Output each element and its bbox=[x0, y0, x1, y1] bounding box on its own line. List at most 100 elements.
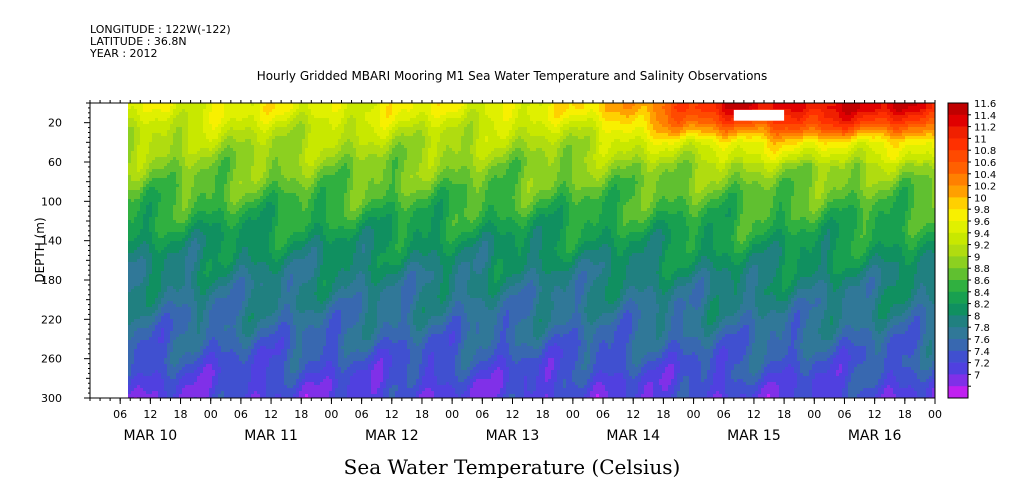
heatmap-cell bbox=[191, 304, 194, 307]
heatmap-cell bbox=[275, 307, 278, 310]
heatmap-cell bbox=[203, 229, 206, 232]
heatmap-cell bbox=[251, 175, 254, 178]
heatmap-cell bbox=[197, 382, 200, 385]
heatmap-cell bbox=[224, 229, 227, 232]
heatmap-cell bbox=[158, 226, 161, 229]
heatmap-cell bbox=[215, 307, 218, 310]
heatmap-cell bbox=[209, 322, 212, 325]
heatmap-cell bbox=[245, 223, 248, 226]
heatmap-cell bbox=[230, 226, 233, 229]
heatmap-cell bbox=[218, 292, 221, 295]
heatmap-cell bbox=[131, 142, 134, 145]
heatmap-cell bbox=[188, 331, 191, 334]
heatmap-cell bbox=[260, 154, 263, 157]
heatmap-cell bbox=[257, 346, 260, 349]
heatmap-cell bbox=[170, 193, 173, 196]
heatmap-cell bbox=[203, 184, 206, 187]
heatmap-cell bbox=[158, 286, 161, 289]
heatmap-cell bbox=[236, 175, 239, 178]
heatmap-cell bbox=[236, 331, 239, 334]
heatmap-cell bbox=[239, 298, 242, 301]
heatmap-cell bbox=[134, 343, 137, 346]
heatmap-cell bbox=[197, 235, 200, 238]
heatmap-cell bbox=[224, 154, 227, 157]
heatmap-cell bbox=[242, 253, 245, 256]
heatmap-cell bbox=[197, 166, 200, 169]
heatmap-cell bbox=[137, 193, 140, 196]
heatmap-cell bbox=[269, 241, 272, 244]
heatmap-cell bbox=[158, 394, 161, 397]
heatmap-cell bbox=[146, 118, 149, 121]
heatmap-cell bbox=[194, 316, 197, 319]
heatmap-cell bbox=[134, 316, 137, 319]
heatmap-cell bbox=[134, 361, 137, 364]
heatmap-cell bbox=[167, 373, 170, 376]
heatmap-cell bbox=[200, 286, 203, 289]
heatmap-cell bbox=[182, 322, 185, 325]
heatmap-cell bbox=[254, 328, 257, 331]
heatmap-cell bbox=[263, 148, 266, 151]
heatmap-cell bbox=[242, 376, 245, 379]
heatmap-cell bbox=[215, 325, 218, 328]
heatmap-cell bbox=[131, 295, 134, 298]
heatmap-cell bbox=[155, 109, 158, 112]
heatmap-cell bbox=[269, 319, 272, 322]
heatmap-cell bbox=[230, 121, 233, 124]
heatmap-cell bbox=[266, 157, 269, 160]
heatmap-cell bbox=[173, 235, 176, 238]
heatmap-cell bbox=[149, 361, 152, 364]
heatmap-cell bbox=[221, 151, 224, 154]
heatmap-cell bbox=[266, 151, 269, 154]
heatmap-cell bbox=[188, 328, 191, 331]
heatmap-cell bbox=[170, 277, 173, 280]
heatmap-cell bbox=[209, 178, 212, 181]
heatmap-cell bbox=[185, 379, 188, 382]
heatmap-cell bbox=[161, 196, 164, 199]
heatmap-cell bbox=[149, 199, 152, 202]
heatmap-cell bbox=[167, 352, 170, 355]
heatmap-cell bbox=[254, 217, 257, 220]
heatmap-cell bbox=[173, 127, 176, 130]
heatmap-cell bbox=[230, 388, 233, 391]
heatmap-cell bbox=[224, 115, 227, 118]
heatmap-cell bbox=[272, 301, 275, 304]
heatmap-cell bbox=[131, 172, 134, 175]
heatmap-cell bbox=[257, 316, 260, 319]
heatmap-cell bbox=[191, 331, 194, 334]
heatmap-cell bbox=[245, 379, 248, 382]
heatmap-cell bbox=[269, 331, 272, 334]
heatmap-cell bbox=[191, 265, 194, 268]
heatmap-cell bbox=[266, 118, 269, 121]
heatmap-cell bbox=[155, 184, 158, 187]
heatmap-cell bbox=[185, 241, 188, 244]
heatmap-cell bbox=[224, 367, 227, 370]
heatmap-cell bbox=[128, 376, 131, 379]
heatmap-cell bbox=[248, 298, 251, 301]
heatmap-cell bbox=[251, 154, 254, 157]
heatmap-cell bbox=[266, 199, 269, 202]
heatmap-cell bbox=[191, 175, 194, 178]
heatmap-cell bbox=[245, 391, 248, 394]
heatmap-cell bbox=[182, 175, 185, 178]
heatmap-cell bbox=[275, 244, 278, 247]
heatmap-cell bbox=[197, 313, 200, 316]
heatmap-cell bbox=[254, 235, 257, 238]
heatmap-cell bbox=[137, 115, 140, 118]
heatmap-cell bbox=[134, 304, 137, 307]
heatmap-cell bbox=[266, 304, 269, 307]
heatmap-cell bbox=[212, 187, 215, 190]
heatmap-cell bbox=[176, 346, 179, 349]
heatmap-cell bbox=[164, 298, 167, 301]
heatmap-cell bbox=[227, 151, 230, 154]
heatmap-cell bbox=[257, 196, 260, 199]
heatmap-cell bbox=[155, 376, 158, 379]
heatmap-cell bbox=[236, 385, 239, 388]
heatmap-cell bbox=[245, 244, 248, 247]
heatmap-cell bbox=[146, 214, 149, 217]
heatmap-cell bbox=[185, 391, 188, 394]
heatmap-cell bbox=[260, 106, 263, 109]
heatmap-cell bbox=[251, 241, 254, 244]
heatmap-cell bbox=[278, 118, 281, 121]
heatmap-cell bbox=[260, 133, 263, 136]
heatmap-cell bbox=[212, 307, 215, 310]
